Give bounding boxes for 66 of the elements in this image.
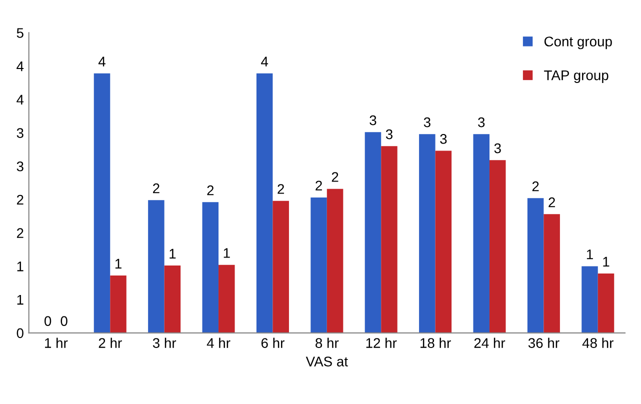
x-tick-label: 24 hr [474, 338, 506, 348]
data-label: 2 [278, 184, 284, 194]
x-tick-label: 36 hr [528, 338, 560, 348]
data-label: 2 [532, 181, 539, 192]
data-label: 1 [224, 248, 230, 258]
data-label: 0 [60, 316, 68, 326]
data-label: 2 [153, 183, 160, 194]
data-label: 1 [603, 256, 610, 266]
data-label: 4 [98, 56, 106, 66]
y-tick-label: 4 [16, 94, 24, 104]
bar [419, 134, 436, 333]
y-tick-label: 2 [16, 194, 24, 205]
bar [164, 266, 181, 333]
data-label: 1 [586, 250, 593, 260]
bar [326, 188, 344, 333]
data-label: 3 [494, 143, 501, 154]
y-tick-label: 2 [16, 228, 24, 238]
x-tick-label: 48 hr [582, 338, 614, 348]
x-tick-label: 4 hr [206, 338, 230, 348]
y-tick-label: 5 [16, 28, 24, 38]
bar [272, 200, 289, 333]
x-tick-label: 8 hr [316, 338, 339, 348]
bar [489, 160, 506, 333]
x-axis-title: VAS at [306, 356, 348, 366]
data-label: 2 [332, 172, 338, 182]
bar [94, 73, 110, 333]
data-label: 3 [370, 115, 376, 126]
bar [544, 214, 560, 333]
x-tick-label: 18 hr [420, 338, 451, 348]
y-tick-label: 0 [16, 328, 24, 338]
bar [148, 200, 164, 333]
data-label: 3 [440, 134, 447, 144]
data-label: 2 [548, 197, 555, 208]
data-label: 1 [115, 258, 122, 268]
bar [381, 146, 398, 333]
data-label: 2 [207, 185, 214, 196]
y-tick-label: 1 [17, 262, 24, 272]
data-label: 3 [478, 117, 485, 128]
bar [598, 274, 614, 333]
bar [310, 197, 327, 333]
x-tick-label: 3 hr [152, 338, 176, 348]
bar [435, 150, 452, 333]
y-tick-label: 4 [16, 62, 24, 72]
data-label: 3 [424, 117, 430, 128]
x-tick-label: 2 hr [98, 338, 122, 348]
bar [527, 198, 544, 333]
bar [202, 202, 219, 333]
legend-label: Cont group [544, 36, 612, 50]
bar [582, 266, 598, 333]
data-label: 0 [44, 316, 52, 326]
bar [364, 132, 382, 333]
y-tick-label: 3 [16, 128, 24, 138]
bar [110, 276, 126, 333]
legend-label: TAP group [544, 70, 608, 83]
data-label: 4 [261, 56, 268, 66]
x-tick-label: 1 hr [45, 338, 68, 348]
data-label: 1 [170, 248, 176, 258]
data-label: 3 [386, 129, 392, 140]
bar [473, 134, 490, 333]
y-tick-label: 3 [16, 161, 24, 172]
x-tick-label: 6 hr [261, 338, 284, 348]
data-label: 2 [316, 180, 322, 190]
y-tick-label: 1 [17, 295, 24, 305]
bar [218, 264, 235, 333]
bar [256, 73, 273, 333]
x-tick-label: 12 hr [366, 338, 397, 348]
